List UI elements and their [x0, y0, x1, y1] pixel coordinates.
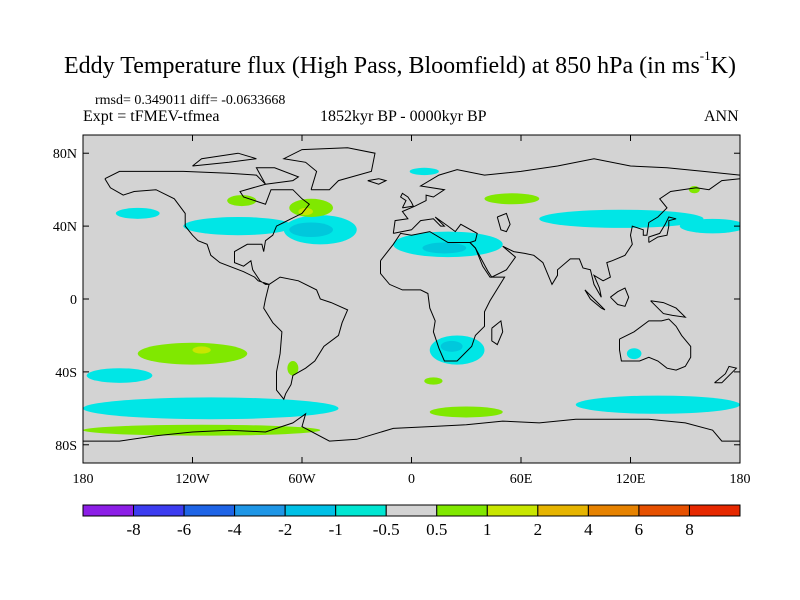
colorbar-label: 4	[584, 520, 593, 539]
colorbar-label: -2	[278, 520, 292, 539]
field-region-argentina-green	[287, 360, 299, 376]
coastline-caspian	[496, 212, 511, 233]
coastline-south-america	[263, 276, 349, 401]
colorbar-label: 2	[534, 520, 543, 539]
y-axis: 80N 40N 0 40S 80S	[53, 147, 740, 454]
colorbar-box	[688, 504, 741, 517]
title-unit-end: K)	[710, 53, 736, 79]
colorbar-label: -4	[228, 520, 243, 539]
coastline-north-america	[104, 170, 311, 285]
field-region-kamchatka-green	[688, 186, 700, 194]
field-region-southern-africa-blue	[440, 340, 463, 352]
coastline-new-guinea	[650, 300, 687, 318]
coastline-baffin	[255, 167, 300, 185]
y-tick-label: 0	[70, 293, 77, 308]
field-region-newfoundland-green	[289, 198, 334, 217]
field-region-southern-ocean-cyan-west	[83, 397, 339, 420]
field-region-asia-cyan	[539, 209, 704, 228]
coastline-britain	[399, 192, 415, 209]
colorbar-box	[486, 504, 539, 517]
field-region-south-indian-green	[424, 377, 443, 385]
x-tick-label: 180	[730, 472, 751, 487]
field-region-mediterranean-blue-core	[422, 242, 467, 254]
plot-title: Eddy Temperature flux (High Pass, Bloomf…	[0, 48, 800, 80]
colorbar-label: 8	[685, 520, 694, 539]
y-tick-label: 40S	[55, 366, 77, 381]
colorbar-box	[284, 504, 337, 517]
colorbar-box	[335, 504, 387, 517]
colorbar-label: 1	[483, 520, 492, 539]
colorbar-box	[234, 504, 286, 517]
field-region-south-pacific-green	[137, 342, 248, 365]
field-region-north-america-cyan	[183, 217, 293, 236]
x-tick-label: 120E	[616, 472, 646, 487]
field-contours	[83, 167, 740, 436]
x-tick-label: 0	[408, 472, 415, 487]
colorbar-box	[537, 504, 589, 517]
title-superscript: -1	[699, 48, 711, 63]
stats-text: rmsd= 0.349011 diff= -0.0633668	[95, 93, 286, 108]
y-tick-label: 80S	[55, 439, 77, 454]
coastline-australia	[619, 318, 692, 371]
field-region-south-pacific-yellow	[192, 346, 211, 354]
field-region-southern-ocean-cyan-east	[575, 395, 740, 414]
y-tick-label: 80N	[53, 147, 77, 162]
coastline-arctic-islands	[192, 152, 257, 167]
coastline-new-zealand	[714, 365, 738, 384]
season-label: ANN	[704, 108, 739, 125]
colorbar-box	[183, 504, 236, 517]
title-main: Eddy Temperature flux (High Pass, Bloomf…	[64, 53, 700, 79]
field-region-north-pacific-east-cyan	[679, 218, 740, 234]
x-tick-label: 60E	[510, 472, 533, 487]
period-label: 1852kyr BP - 0000kyr BP	[320, 108, 487, 125]
colorbar-box	[587, 504, 640, 517]
coastline-japan	[648, 216, 677, 243]
coastline-indonesia-borneo	[610, 287, 630, 307]
coastline-antarctica	[83, 412, 740, 442]
coastline-eurasia-south	[393, 178, 740, 298]
colorbar-box	[82, 504, 135, 517]
colorbar-box	[436, 504, 488, 517]
x-tick-label: 180	[73, 472, 94, 487]
coastlines	[83, 147, 740, 442]
coastline-iceland	[367, 178, 388, 185]
colorbar-label: -0.5	[373, 520, 400, 539]
field-region-greenland-cyan	[409, 167, 439, 176]
x-tick-label: 120W	[175, 472, 210, 487]
colorbar-label: 6	[635, 520, 644, 539]
colorbar-label: 0.5	[426, 520, 447, 539]
colorbar-box	[133, 504, 185, 517]
field-region-australia-cyan	[626, 348, 642, 360]
field-region-antarctic-green-band	[83, 424, 321, 436]
colorbar: -8 -6 -4 -2 -1 -0.5 0.5 1 2 4 6 8	[82, 504, 741, 539]
coastline-greenland	[282, 147, 376, 191]
field-region-north-pacific-cyan	[115, 207, 160, 219]
x-tick-label: 60W	[288, 472, 316, 487]
x-axis: 180 120W 60W 0 60E 120E 180	[73, 135, 751, 487]
colorbar-label: -8	[126, 520, 140, 539]
field-region-antarctic-green-east	[429, 406, 503, 418]
coastline-indonesia-sumatra	[584, 289, 606, 311]
colorbar-label: -6	[177, 520, 191, 539]
field-region-hudson-green	[227, 195, 257, 207]
colorbar-box	[638, 504, 690, 517]
coastline-africa	[380, 231, 506, 362]
field-region-atlantic-blue-core	[289, 222, 334, 238]
field-region-siberia-green	[484, 193, 540, 205]
field-region-south-pacific-cyan	[86, 368, 153, 383]
y-tick-label: 40N	[53, 220, 77, 235]
coastline-eurasia	[392, 158, 740, 234]
colorbar-label: -1	[329, 520, 343, 539]
coastline-madagascar	[491, 319, 504, 346]
experiment-label: Expt = tFMEV-tfmea	[83, 108, 220, 125]
colorbar-box	[385, 504, 438, 517]
